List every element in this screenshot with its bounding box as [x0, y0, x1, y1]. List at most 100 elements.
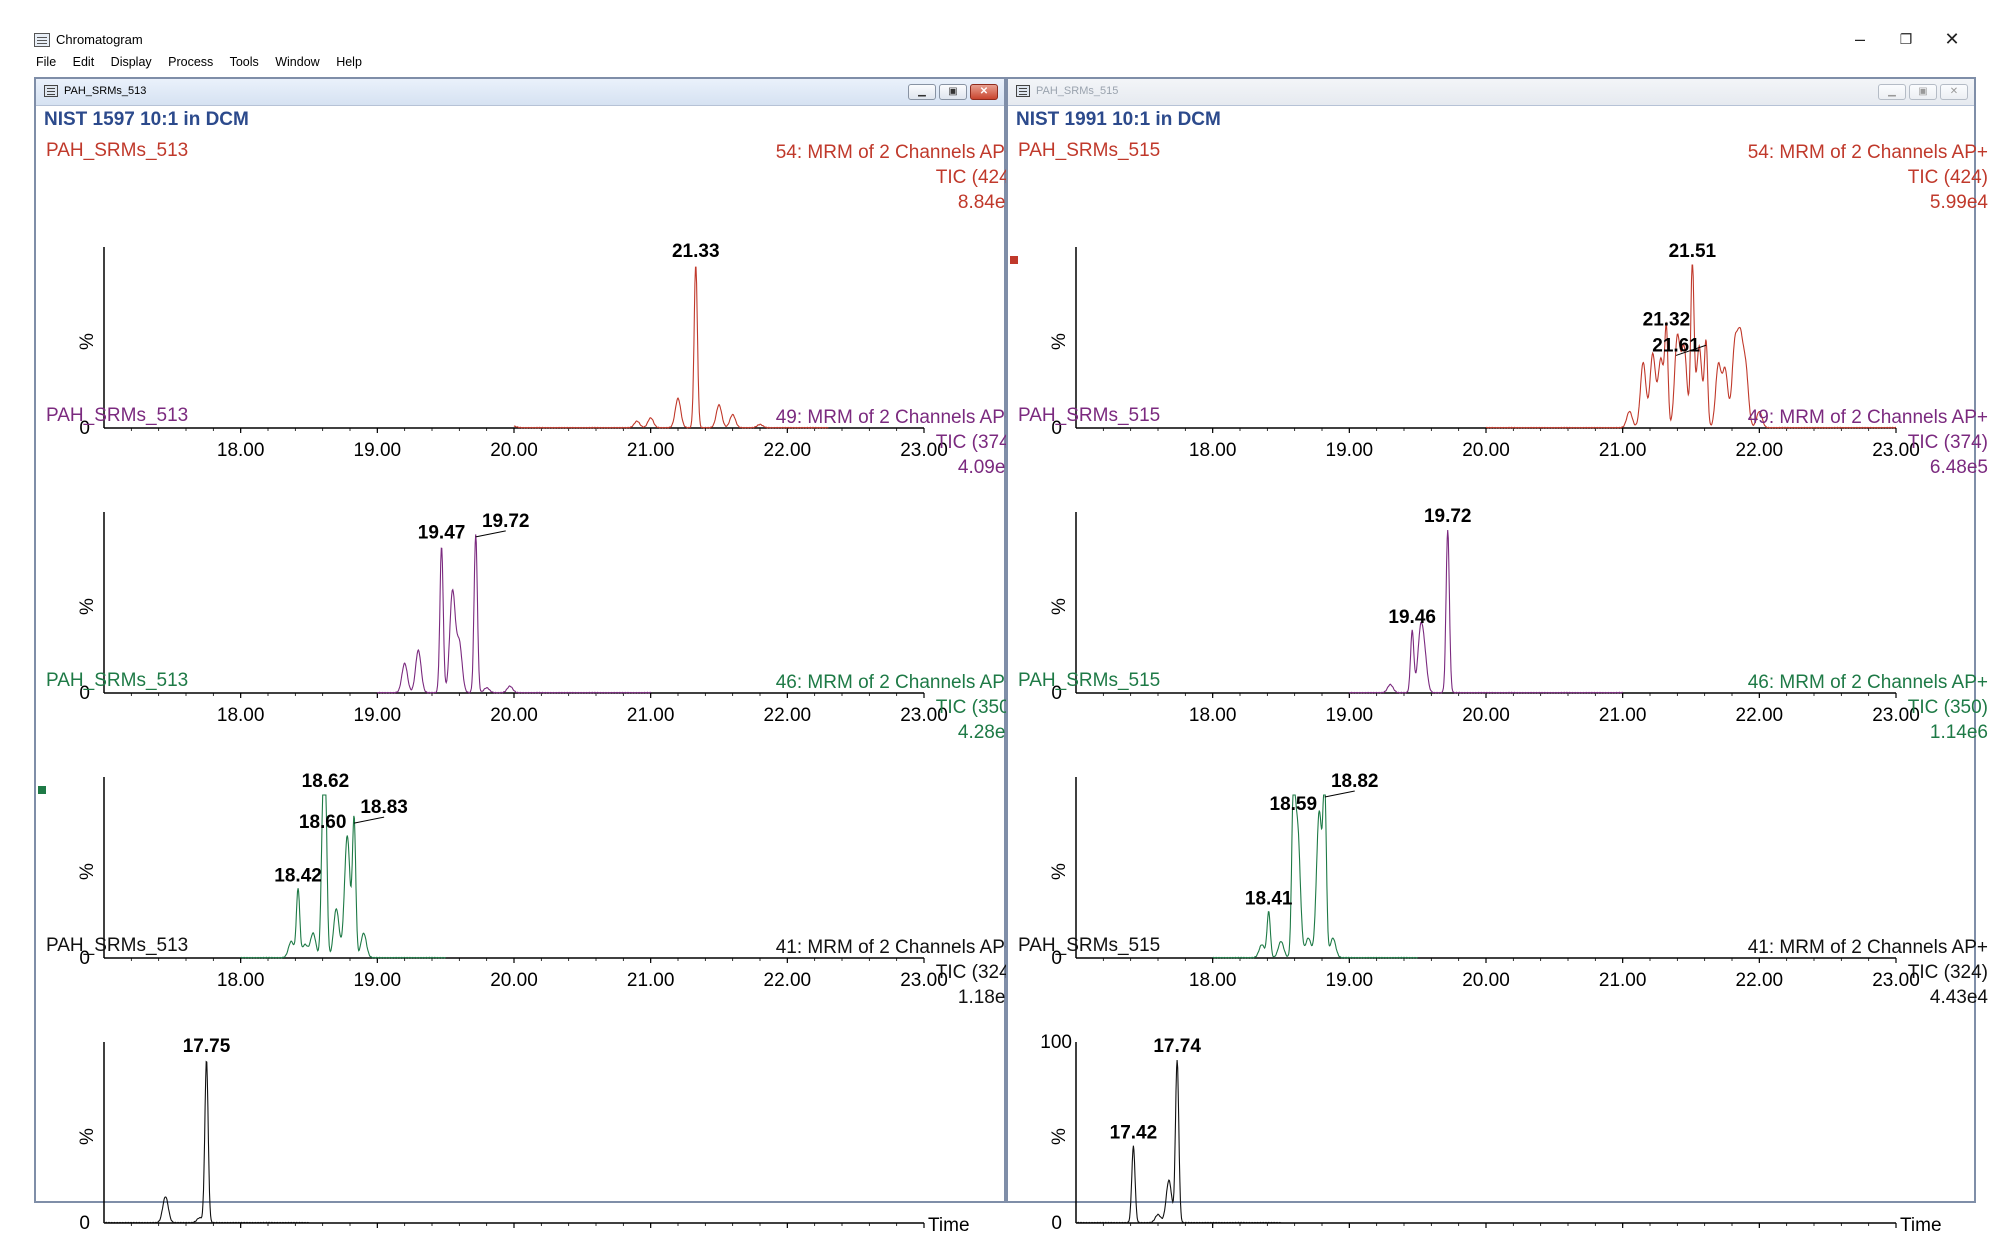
chromatogram-window-515[interactable]: PAH_SRMs_515 ▁ ▣ ✕ NIST 1991 10:1 in DCM P… — [1006, 77, 1988, 1236]
trace-file-name: PAH_SRMs_515 — [1018, 140, 1161, 161]
trace-info: 41: MRM of 2 Channels AP+ TIC (324) 4.43e4 — [1748, 935, 1988, 1010]
trace-tic: TIC (324) — [935, 962, 1016, 983]
x-tick-label: 21.00 — [1599, 970, 1647, 991]
chromatogram-plot[interactable]: % 0 100 18.00 19.00 20.00 21.00 22.00 23.00 Time 1… — [1008, 935, 2000, 1236]
app-title: Chromatogram — [56, 32, 143, 47]
window-name: PAH_SRMs_513 — [64, 85, 147, 97]
x-tick-label: 23.00 — [1872, 970, 1920, 991]
channel-marker[interactable] — [1010, 256, 1018, 264]
window-titlebar[interactable]: PAH_SRMs_513 ▁ ▣ ✕ — [36, 79, 1004, 106]
x-tick-label: 20.00 — [490, 970, 538, 991]
trace-function: 54: MRM of 2 Channels AP+ — [775, 142, 1016, 163]
chromatogram-window-513[interactable]: PAH_SRMs_513 ▁ ▣ ✕ NIST 1597 10:1 in DCM P… — [34, 77, 1016, 1236]
trace-file-name: PAH_SRMs_513 — [46, 405, 189, 426]
y-axis-label: % — [1049, 863, 1070, 880]
x-tick-label: 19.00 — [354, 705, 402, 726]
trace-intensity: 5.99e4 — [1929, 192, 1988, 213]
peak-label: 19.47 — [418, 522, 466, 543]
menu-tools[interactable]: Tools — [229, 55, 259, 69]
trace-panel[interactable]: PAH_SRMs_513 54: MRM of 2 Channels AP+ TIC… — [36, 140, 1030, 461]
trace-info: 49: MRM of 2 Channels AP+ TIC (374) 6.48e5 — [1748, 405, 1988, 480]
y-axis-label: % — [1049, 598, 1070, 615]
sample-title: NIST 1991 10:1 in DCM — [1016, 109, 1221, 130]
close-button[interactable]: ✕ — [1944, 29, 1960, 49]
y-axis-label: % — [77, 333, 98, 350]
menu-display[interactable]: Display — [110, 55, 152, 69]
x-tick-label: 18.00 — [1189, 970, 1237, 991]
trace-panel[interactable]: PAH_SRMs_513 41: MRM of 2 Channels AP+ TIC… — [36, 935, 1030, 1236]
window-maximize-button[interactable]: ▣ — [939, 84, 967, 100]
window-minimize-button[interactable]: ▁ — [908, 84, 936, 100]
x-tick-label: 22.00 — [764, 970, 812, 991]
peak-label: 21.51 — [1669, 241, 1717, 262]
trace-intensity: 6.48e5 — [1929, 457, 1988, 478]
trace-function: 49: MRM of 2 Channels AP+ — [1747, 407, 1988, 428]
y-top-label: 100 — [1040, 1032, 1072, 1053]
peak-label: 17.42 — [1110, 1122, 1158, 1143]
x-tick-label: 21.00 — [1599, 705, 1647, 726]
peak-leader — [1324, 790, 1355, 798]
channel-marker[interactable] — [38, 786, 46, 794]
trace-panel[interactable]: PAH_SRMs_513 46: MRM of 2 Channels AP+ TIC… — [36, 670, 1030, 991]
window-minimize-button[interactable]: ▁ — [1878, 84, 1906, 100]
y-zero-label: 0 — [79, 1213, 90, 1234]
y-zero-label: 0 — [79, 683, 90, 704]
document-icon — [1016, 85, 1030, 97]
x-tick-label: 19.00 — [1326, 705, 1374, 726]
peak-leader — [1675, 344, 1707, 356]
window-close-button[interactable]: ✕ — [1940, 84, 1968, 100]
chromatogram-plot[interactable]: % 0 18.00 19.00 20.00 21.00 22.00 23.00 18.41 18.… — [1008, 670, 2000, 991]
window-close-button[interactable]: ✕ — [970, 84, 998, 100]
x-tick-label: 20.00 — [490, 440, 538, 461]
menu-process[interactable]: Process — [168, 55, 214, 69]
trace-info: 46: MRM of 2 Channels AP+ TIC (350) 1.14e6 — [1748, 670, 1988, 745]
trace-tic: TIC (350) — [1907, 697, 1988, 718]
app-titlebar: Chromatogram – ❐ ✕ File Edit Display Pro… — [0, 0, 2000, 69]
x-tick-label: 21.00 — [627, 440, 675, 461]
trace-panel[interactable]: PAH_SRMs_515 54: MRM of 2 Channels AP+ TIC… — [1008, 140, 2000, 461]
menu-file[interactable]: File — [36, 55, 57, 69]
chromatogram-plot[interactable]: % 0 18.00 19.00 20.00 21.00 22.00 23.00 21.33 — [36, 140, 1030, 461]
peak-label: 19.72 — [482, 511, 530, 532]
menu-edit[interactable]: Edit — [72, 55, 95, 69]
chromatogram-trace — [240, 794, 446, 959]
window-maximize-button[interactable]: ▣ — [1909, 84, 1937, 100]
peak-label: 21.32 — [1643, 309, 1691, 330]
peak-label: 18.82 — [1331, 771, 1379, 792]
menu-window[interactable]: Window — [275, 55, 320, 69]
trace-file-name: PAH_SRMs_515 — [1018, 405, 1161, 426]
trace-tic: TIC (374) — [935, 432, 1016, 453]
y-zero-label: 0 — [1051, 683, 1062, 704]
peak-label: 18.60 — [299, 812, 347, 833]
peak-label: 17.75 — [183, 1036, 231, 1057]
chromatogram-plot[interactable]: % 0 18.00 19.00 20.00 21.00 22.00 23.00 19.46 19.… — [1008, 405, 2000, 726]
chromatogram-plot[interactable]: % 0 18.00 19.00 20.00 21.00 22.00 23.00 21.32 21.… — [1008, 140, 2000, 461]
window-titlebar[interactable]: PAH_SRMs_515 ▁ ▣ ✕ — [1008, 79, 1974, 106]
peak-label: 19.46 — [1388, 607, 1436, 628]
chromatogram-plot[interactable]: % 0 18.00 19.00 20.00 21.00 22.00 23.00 18.42 18.… — [36, 670, 1030, 991]
x-tick-label: 22.00 — [1736, 440, 1784, 461]
trace-panel[interactable]: PAH_SRMs_515 41: MRM of 2 Channels AP+ TIC… — [1008, 935, 2000, 1236]
y-zero-label: 0 — [1051, 418, 1062, 439]
restore-button[interactable]: ❐ — [1899, 31, 1913, 47]
trace-panel[interactable]: PAH_SRMs_515 49: MRM of 2 Channels AP+ TIC… — [1008, 405, 2000, 726]
trace-tic: TIC (424) — [935, 167, 1016, 188]
menu-help[interactable]: Help — [336, 55, 362, 69]
x-tick-label: 22.00 — [764, 440, 812, 461]
chromatogram-trace — [103, 1060, 310, 1224]
x-tick-label: 23.00 — [1872, 705, 1920, 726]
trace-panel[interactable]: PAH_SRMs_513 49: MRM of 2 Channels AP+ TIC… — [36, 405, 1030, 726]
x-tick-label: 18.00 — [217, 705, 265, 726]
minimize-button[interactable]: – — [1854, 29, 1865, 49]
chromatogram-plot[interactable]: % 0 18.00 19.00 20.00 21.00 22.00 23.00 19.47 19.… — [36, 405, 1030, 726]
y-zero-label: 0 — [1051, 948, 1062, 969]
trace-file-name: PAH_SRMs_513 — [46, 140, 189, 161]
peak-label: 21.61 — [1652, 335, 1700, 356]
chromatogram-plot[interactable]: % 0 18.00 19.00 20.00 21.00 22.00 23.00 Time 17.7… — [36, 935, 1030, 1236]
y-axis-label: % — [1049, 1128, 1070, 1145]
trace-tic: TIC (324) — [1907, 962, 1988, 983]
trace-panel[interactable]: PAH_SRMs_515 46: MRM of 2 Channels AP+ TIC… — [1008, 670, 2000, 991]
y-zero-label: 0 — [1051, 1213, 1062, 1234]
chromatogram-trace — [377, 534, 651, 694]
trace-info: 46: MRM of 2 Channels AP+ TIC (350) 4.28e7 — [776, 670, 1016, 745]
